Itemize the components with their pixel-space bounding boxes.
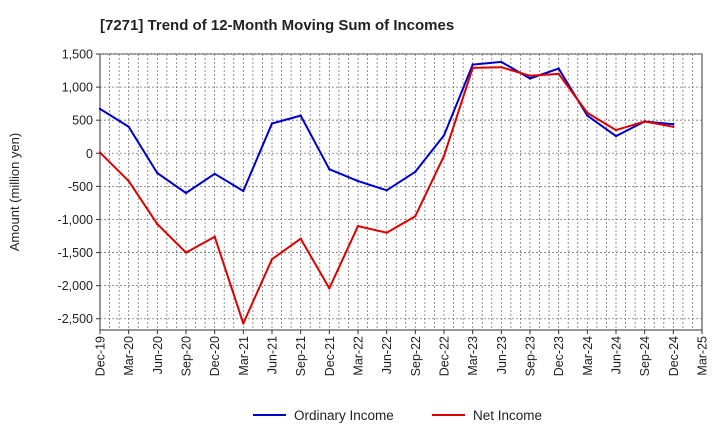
data-point [184, 251, 188, 254]
x-tick-label: Jun-22 [380, 336, 394, 374]
data-point [356, 224, 360, 228]
series-layer [98, 60, 675, 325]
data-point [414, 170, 417, 174]
data-point [500, 66, 503, 69]
x-tick-label: Mar-22 [352, 336, 366, 376]
data-point [643, 120, 646, 123]
y-tick-label: 1,500 [62, 48, 93, 62]
data-point [299, 237, 302, 240]
data-point [270, 122, 274, 125]
data-point [385, 189, 388, 192]
chart-title: [7271] Trend of 12-Month Moving Sum of I… [100, 17, 454, 34]
x-tick-label: Mar-21 [237, 336, 251, 376]
x-tick-label: Dec-22 [438, 336, 452, 376]
data-point [614, 128, 618, 132]
x-tick-label: Jun-24 [610, 336, 624, 374]
y-tick-label: -1,000 [58, 213, 93, 227]
data-point [586, 111, 589, 115]
data-point [98, 151, 102, 154]
y-tick-label: -500 [68, 180, 93, 194]
data-point [614, 134, 618, 138]
x-tick-label: Sep-23 [524, 336, 538, 376]
data-point [528, 74, 532, 78]
y-tick-label: 500 [72, 114, 93, 128]
x-tick-label: Sep-21 [294, 336, 308, 376]
data-point [127, 179, 130, 183]
x-tick-label: Dec-24 [667, 336, 681, 376]
data-point [213, 235, 216, 238]
y-tick-label: -2,000 [58, 279, 93, 293]
data-point [442, 154, 446, 158]
y-axis-ticks: 1,500 1,000 500 0 -500 -1,000 -1,500 -2,000 -2,5… [58, 48, 100, 326]
data-point [328, 167, 331, 171]
data-point [156, 171, 159, 175]
data-point [672, 122, 675, 126]
x-tick-label: Mar-20 [122, 336, 136, 376]
data-point [98, 107, 102, 111]
data-point [385, 231, 388, 234]
data-point [442, 134, 446, 137]
y-tick-label: -2,500 [58, 312, 93, 326]
plot-border [99, 53, 703, 331]
grid [100, 53, 702, 330]
data-point [557, 72, 560, 76]
x-tick-label: Sep-22 [409, 336, 423, 376]
legend-label: Ordinary Income [294, 408, 394, 423]
data-point [242, 322, 245, 325]
data-point [356, 179, 360, 183]
data-point [213, 172, 216, 175]
y-tick-label: 1,000 [62, 81, 93, 95]
data-point [471, 66, 474, 70]
data-point [242, 189, 245, 193]
data-point [156, 222, 159, 226]
data-point [127, 125, 130, 129]
x-tick-label: Jun-23 [495, 336, 509, 374]
data-point [299, 114, 302, 117]
y-axis-label: Amount (million yen) [7, 133, 22, 252]
x-tick-label: Dec-20 [208, 336, 222, 376]
x-tick-label: Dec-23 [552, 336, 566, 376]
data-point [328, 287, 331, 290]
data-point [586, 114, 589, 117]
data-point [557, 67, 560, 70]
x-tick-label: Dec-19 [94, 336, 108, 376]
data-point [270, 257, 274, 261]
x-axis-ticks: Dec-19 Mar-20 Jun-20 Sep-20 Dec-20 Mar-21 Jun-… [94, 330, 710, 376]
legend-label: Net Income [473, 408, 542, 423]
data-point [500, 60, 503, 64]
data-point [184, 191, 188, 195]
plot-area [99, 53, 703, 331]
x-tick-label: Dec-21 [323, 336, 337, 376]
data-point [471, 63, 474, 66]
x-tick-label: Mar-24 [581, 336, 595, 376]
x-tick-label: Mar-25 [696, 336, 710, 376]
data-point [414, 214, 417, 218]
x-tick-label: Jun-20 [151, 336, 165, 374]
x-tick-label: Sep-20 [180, 336, 194, 376]
legend: Ordinary Income Net Income [253, 408, 542, 423]
x-tick-label: Mar-23 [466, 336, 480, 376]
data-point [672, 125, 675, 129]
data-point [528, 77, 532, 80]
x-tick-label: Sep-24 [638, 336, 652, 376]
y-tick-label: -1,500 [58, 246, 93, 260]
x-tick-label: Jun-21 [266, 336, 280, 374]
y-tick-label: 0 [86, 147, 93, 161]
